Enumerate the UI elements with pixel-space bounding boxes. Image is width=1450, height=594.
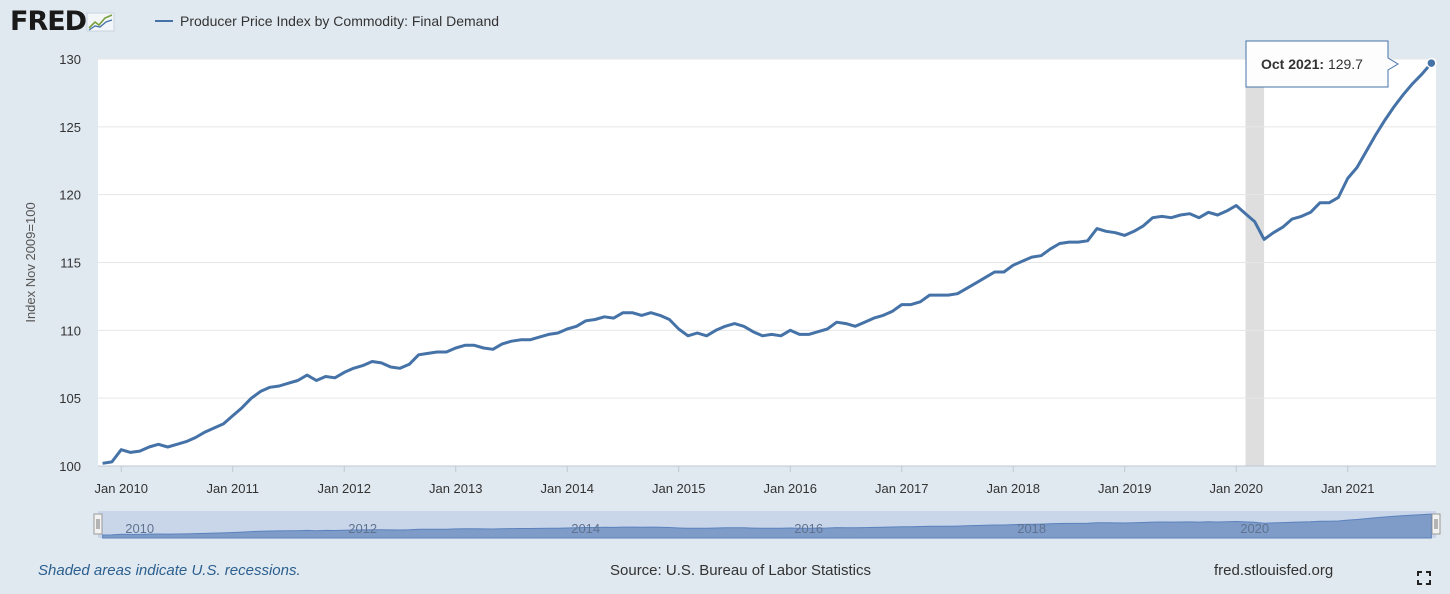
x-tick-label: Jan 2018 bbox=[986, 481, 1040, 496]
navigator-year-label: 2010 bbox=[125, 521, 154, 536]
x-tick-label: Jan 2017 bbox=[875, 481, 929, 496]
y-tick-label: 120 bbox=[59, 188, 81, 203]
chart-legend[interactable]: Producer Price Index by Commodity: Final… bbox=[155, 13, 499, 29]
navigator-year-label: 2012 bbox=[348, 521, 377, 536]
x-tick-label: Jan 2013 bbox=[429, 481, 483, 496]
line-chart: 100 105 110 115 120 125 130 Jan 2010 Jan 2011 Jan… bbox=[23, 40, 1441, 539]
x-tick-label: Jan 2015 bbox=[652, 481, 706, 496]
y-tick-label: 100 bbox=[59, 459, 81, 474]
series-line bbox=[102, 62, 1433, 465]
site-url: fred.stlouisfed.org bbox=[1214, 562, 1334, 579]
y-tick-label: 130 bbox=[59, 52, 81, 67]
tooltip-text: Oct 2021: 129.7 bbox=[1261, 56, 1363, 72]
fred-wordmark: FRED bbox=[10, 6, 87, 37]
x-tick-label: Jan 2019 bbox=[1098, 481, 1152, 496]
x-tick-label: Jan 2020 bbox=[1209, 481, 1263, 496]
source-credit: Source: U.S. Bureau of Labor Statistics bbox=[610, 562, 871, 579]
navigator-year-label: 2018 bbox=[1017, 521, 1046, 536]
expand-icon[interactable] bbox=[1416, 570, 1432, 586]
x-tick-label: Jan 2016 bbox=[763, 481, 817, 496]
navigator-handle[interactable] bbox=[1431, 513, 1441, 535]
legend-swatch bbox=[155, 20, 173, 22]
y-axis-label: Index Nov 2009=100 bbox=[23, 202, 38, 322]
navigator-year-label: 2016 bbox=[794, 521, 823, 536]
x-tick-label: Jan 2014 bbox=[540, 481, 594, 496]
line-chart-icon bbox=[86, 12, 115, 31]
navigator-handle[interactable] bbox=[93, 513, 103, 535]
fred-logo[interactable]: FRED bbox=[10, 6, 116, 37]
tooltip-date: Oct 2021: bbox=[1261, 56, 1328, 72]
navigator-series bbox=[102, 513, 1432, 539]
tooltip-value: 129.7 bbox=[1328, 56, 1363, 72]
x-tick-label: Jan 2010 bbox=[94, 481, 148, 496]
x-tick-label: Jan 2011 bbox=[206, 481, 259, 496]
tooltip: Oct 2021: 129.7 bbox=[1245, 40, 1399, 88]
y-tick-label: 110 bbox=[60, 323, 81, 338]
recession-note: Shaded areas indicate U.S. recessions. bbox=[38, 562, 301, 579]
y-tick-label: 105 bbox=[59, 391, 81, 406]
y-tick-label: 125 bbox=[59, 120, 81, 135]
legend-series-label: Producer Price Index by Commodity: Final… bbox=[180, 13, 500, 29]
navigator-year-label: 2014 bbox=[571, 521, 600, 536]
tooltip-box bbox=[1245, 40, 1399, 88]
x-tick-label: Jan 2012 bbox=[317, 481, 371, 496]
navigator-year-label: 2020 bbox=[1240, 521, 1269, 536]
highlight-point bbox=[1426, 57, 1437, 69]
x-tick-label: Jan 2021 bbox=[1321, 481, 1375, 496]
y-tick-label: 115 bbox=[60, 256, 81, 271]
